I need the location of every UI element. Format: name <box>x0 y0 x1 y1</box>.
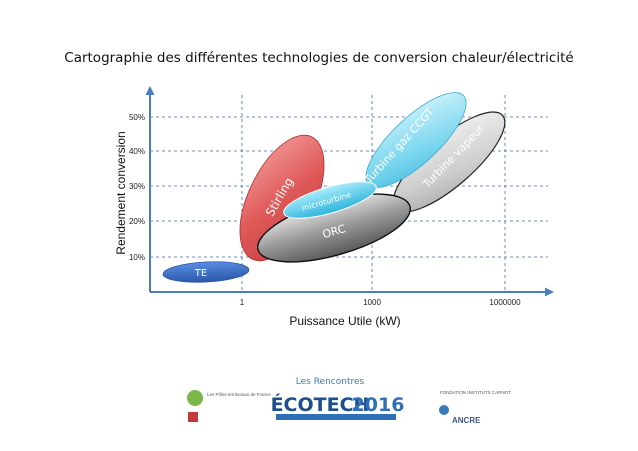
region-label: ORC <box>321 222 347 241</box>
x-tick-label: 1000 <box>363 298 381 307</box>
x-axis-label: Puissance Utile (kW) <box>289 314 400 328</box>
y-tick-label: 20% <box>129 217 145 226</box>
carnot-logo-icon <box>439 405 449 415</box>
x-tick-label: 1 <box>240 298 245 307</box>
y-axis-arrow <box>145 86 155 95</box>
y-tick-label: 40% <box>129 147 145 156</box>
region-orc: ORC <box>256 193 412 263</box>
ecotech-bar <box>276 414 396 420</box>
x-tick-label: 1000000 <box>489 298 521 307</box>
ecotech-top-text: Les Rencontres <box>296 377 365 387</box>
y-tick-label: 50% <box>129 113 145 122</box>
y-tick-label: 30% <box>129 182 145 191</box>
x-axis-arrow <box>545 287 554 297</box>
y-axis-label: Rendement conversion <box>114 131 128 254</box>
pole-logo-icon <box>187 390 203 406</box>
footer-logo-left: Les Pôles territoriaux de France <box>187 390 271 422</box>
region-te: TE <box>162 261 250 283</box>
footer-logo-right: FONDATION INSTITUTS CARNOT ANCRE <box>439 390 511 425</box>
chart-title: Cartographie des différentes technologie… <box>64 50 574 66</box>
footer-logo-center: Les Rencontres ÉCOTECH 2016 <box>271 377 405 420</box>
region-label: TE <box>194 268 207 279</box>
region-shape <box>283 181 377 219</box>
ecotech-year-text: 2016 <box>352 394 405 416</box>
region-shape <box>162 261 250 283</box>
axes <box>145 86 554 297</box>
ancre-text: ANCRE <box>452 416 481 425</box>
carnot-text: FONDATION INSTITUTS CARNOT <box>440 390 511 395</box>
pole-logo-text: Les Pôles territoriaux de France <box>207 392 271 397</box>
pole-logo-sub-icon <box>188 412 198 422</box>
y-tick-label: 10% <box>129 253 145 262</box>
region-microturbine: microturbine <box>283 181 377 219</box>
ecotech-main-text: ÉCOTECH <box>271 393 370 416</box>
